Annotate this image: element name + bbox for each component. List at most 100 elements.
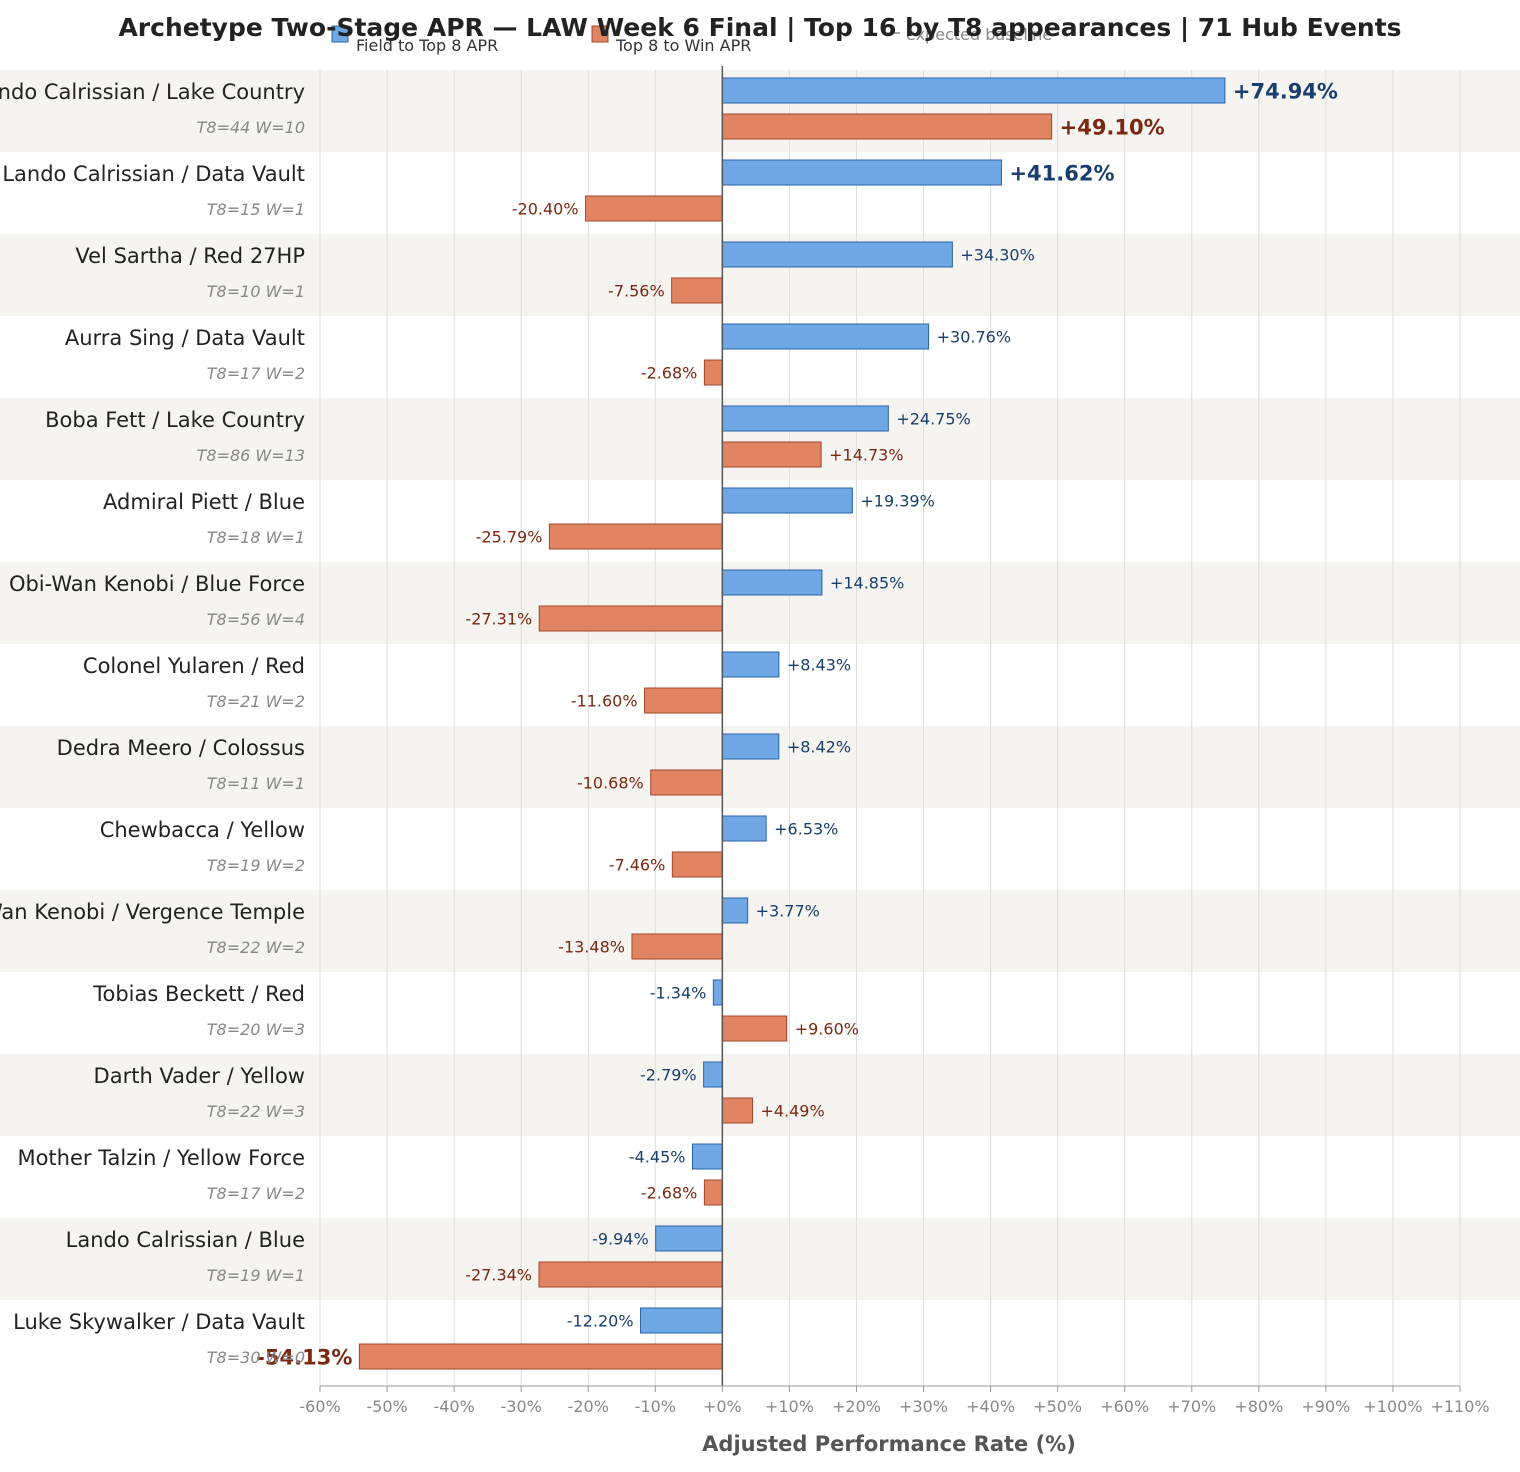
- field-bar: [640, 1307, 723, 1334]
- category-meta-label: T8=17 W=2: [207, 1184, 305, 1203]
- win-bar: [585, 195, 723, 222]
- legend-label-win: Top 8 to Win APR: [615, 36, 751, 55]
- category-label: Lando Calrissian / Blue: [66, 1228, 305, 1252]
- field-bar: [703, 1061, 723, 1088]
- category-meta-label: T8=22 W=2: [207, 938, 305, 957]
- x-tick-label: -60%: [299, 1397, 340, 1416]
- field-bar-value-label: +8.43%: [787, 656, 851, 675]
- x-tick-label: +0%: [703, 1397, 742, 1416]
- x-tick-label: +90%: [1301, 1397, 1350, 1416]
- win-bar-value-label: +9.60%: [795, 1020, 859, 1039]
- win-bar-value-label: -10.68%: [577, 774, 644, 793]
- win-bar: [631, 933, 723, 960]
- category-meta-label: T8=11 W=1: [207, 774, 305, 793]
- win-bar-value-label: -20.40%: [512, 200, 579, 219]
- category-label: Aurra Sing / Data Vault: [65, 326, 305, 350]
- category-meta-label: T8=22 W=3: [207, 1102, 305, 1121]
- field-bar-value-label: +74.94%: [1233, 80, 1338, 104]
- category-label: Mother Talzin / Yellow Force: [17, 1146, 305, 1170]
- category-meta-label: T8=17 W=2: [207, 364, 305, 383]
- category-labels: Lando Calrissian / Lake Country T8=44 W=1…: [0, 80, 305, 1367]
- win-bar-value-label: -27.34%: [465, 1266, 532, 1285]
- win-bar: [721, 1015, 788, 1042]
- category-label: Lando Calrissian / Lake Country: [0, 80, 305, 104]
- category-label: Chewbacca / Yellow: [100, 818, 305, 842]
- category-label: Vel Sartha / Red 27HP: [75, 244, 305, 268]
- win-bar: [671, 851, 723, 878]
- win-bar-value-label: -27.31%: [465, 610, 532, 629]
- category-label: Dedra Meero / Colossus: [57, 736, 305, 760]
- win-bar: [538, 605, 723, 632]
- x-tick-label: +110%: [1430, 1397, 1489, 1416]
- x-axis: -60% -50% -40% -30% -20% -10% +0% +10% +20% +30% +…: [299, 1385, 1490, 1416]
- win-bar: [721, 441, 822, 468]
- x-tick-label: -50%: [366, 1397, 407, 1416]
- field-bar: [721, 487, 853, 514]
- field-bar-value-label: +30.76%: [937, 328, 1011, 347]
- win-bar: [721, 1097, 753, 1124]
- category-label: Colonel Yularen / Red: [83, 654, 305, 678]
- win-bar-value-label: -2.68%: [641, 364, 698, 383]
- win-bar: [358, 1343, 723, 1370]
- win-bar: [721, 113, 1053, 140]
- field-bar-value-label: -9.94%: [592, 1230, 649, 1249]
- field-bar-value-label: +3.77%: [756, 902, 820, 921]
- win-bar-value-label: -11.60%: [571, 692, 638, 711]
- x-tick-label: -40%: [433, 1397, 474, 1416]
- category-meta-label: T8=86 W=13: [197, 446, 305, 465]
- row-band: [0, 1218, 1520, 1300]
- x-tick-label: -10%: [635, 1397, 676, 1416]
- win-bar: [703, 1179, 723, 1206]
- win-bar-value-label: -54.13%: [256, 1346, 352, 1370]
- win-bar-value-label: +49.10%: [1060, 116, 1165, 140]
- field-bar-value-label: -4.45%: [629, 1148, 686, 1167]
- category-meta-label: T8=15 W=1: [207, 200, 305, 219]
- x-tick-label: +70%: [1167, 1397, 1216, 1416]
- win-bar-value-label: -7.56%: [608, 282, 665, 301]
- field-bar: [692, 1143, 723, 1170]
- row-band: [0, 1054, 1520, 1136]
- x-axis-label: Adjusted Performance Rate (%): [702, 1432, 1076, 1456]
- field-bar-value-label: -12.20%: [567, 1312, 634, 1331]
- x-tick-label: +30%: [899, 1397, 948, 1416]
- value-labels: +74.94% +49.10% +41.62% -20.40% +34.30% -7.56…: [256, 80, 1338, 1370]
- x-tick-label: +60%: [1100, 1397, 1149, 1416]
- field-bar: [721, 733, 780, 760]
- win-bar-value-label: -25.79%: [476, 528, 543, 547]
- category-meta-label: T8=44 W=10: [197, 118, 305, 137]
- win-bar-value-label: +4.49%: [760, 1102, 824, 1121]
- field-bar-value-label: +34.30%: [960, 246, 1034, 265]
- category-meta-label: T8=21 W=2: [207, 692, 305, 711]
- field-bar: [721, 569, 823, 596]
- field-bar: [721, 159, 1002, 186]
- row-band: [0, 890, 1520, 972]
- bars: [358, 77, 1226, 1370]
- x-tick-label: +80%: [1234, 1397, 1283, 1416]
- legend-label-baseline: expected baseline: [906, 25, 1052, 44]
- legend: Field to Top 8 APR Top 8 to Win APR expe…: [331, 25, 1052, 55]
- field-bar: [721, 323, 930, 350]
- field-bar: [721, 897, 749, 924]
- field-bar-value-label: +19.39%: [860, 492, 934, 511]
- field-bar-value-label: -1.34%: [650, 984, 707, 1003]
- win-bar: [538, 1261, 723, 1288]
- field-bar: [721, 241, 953, 268]
- field-bar-value-label: +14.85%: [830, 574, 904, 593]
- category-label: Admiral Piett / Blue: [103, 490, 305, 514]
- win-bar-value-label: -2.68%: [641, 1184, 698, 1203]
- category-label: Boba Fett / Lake Country: [45, 408, 305, 432]
- x-tick-label: +10%: [765, 1397, 814, 1416]
- category-meta-label: T8=30 W=0: [207, 1348, 305, 1367]
- field-bar: [721, 77, 1226, 104]
- category-meta-label: T8=19 W=2: [207, 856, 305, 875]
- category-meta-label: T8=56 W=4: [207, 610, 305, 629]
- category-meta-label: T8=18 W=1: [207, 528, 305, 547]
- field-bar: [721, 815, 767, 842]
- win-bar: [650, 769, 723, 796]
- legend-swatch-win: [591, 25, 609, 43]
- x-tick-label: -20%: [568, 1397, 609, 1416]
- win-bar-value-label: +14.73%: [829, 446, 903, 465]
- field-bar-value-label: +24.75%: [896, 410, 970, 429]
- field-bar: [712, 979, 723, 1006]
